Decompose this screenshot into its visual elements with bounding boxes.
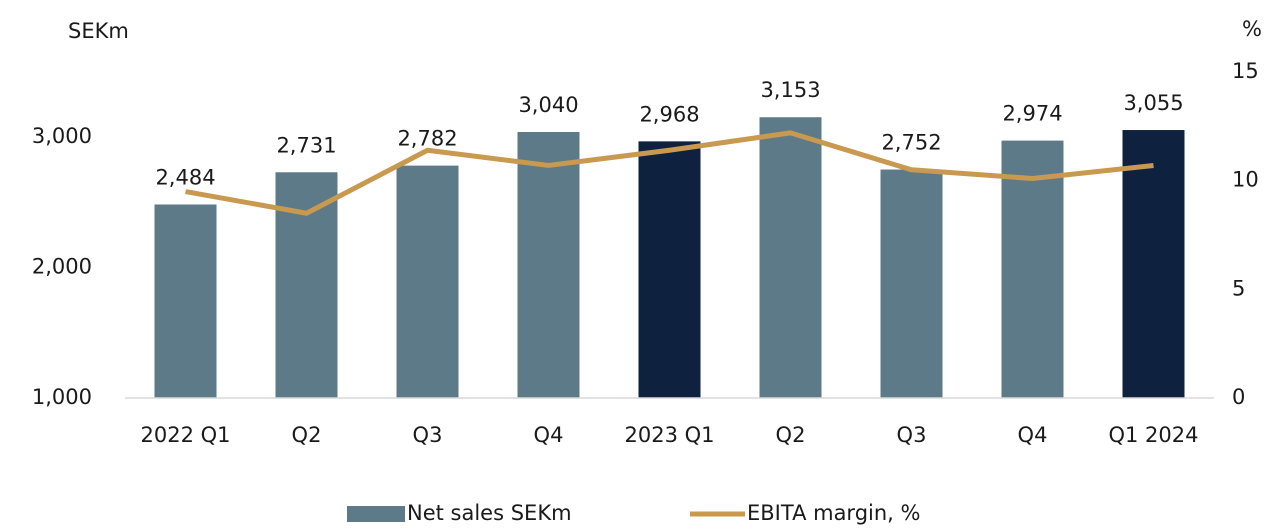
y-tick-label: 2,000 <box>32 255 92 279</box>
data-label: 3,153 <box>760 78 820 102</box>
data-label: 2,974 <box>1002 102 1062 126</box>
x-tick-label: Q3 <box>413 423 443 447</box>
data-label: 2,782 <box>397 127 457 151</box>
y2-axis-title: % <box>1242 17 1262 41</box>
bar <box>1001 140 1064 398</box>
legend-label: EBITA margin, % <box>747 501 920 525</box>
y2-tick-label: 0 <box>1232 385 1245 409</box>
bar <box>1122 130 1185 398</box>
bar <box>154 204 217 398</box>
bar <box>275 172 338 398</box>
x-tick-label: Q2 <box>776 423 806 447</box>
legend-swatch <box>347 506 405 522</box>
x-tick-label: Q2 <box>292 423 322 447</box>
data-label: 2,484 <box>155 165 215 189</box>
x-tick-label: 2023 Q1 <box>624 423 714 447</box>
bar <box>880 169 943 398</box>
y-axis-title: SEKm <box>68 19 129 43</box>
data-label: 3,040 <box>518 93 578 117</box>
x-tick-label: Q4 <box>1018 423 1048 447</box>
line <box>185 130 1154 216</box>
data-label: 2,731 <box>276 133 336 157</box>
x-tick-label: Q4 <box>534 423 564 447</box>
data-label: 2,752 <box>881 131 941 155</box>
x-tick-label: Q3 <box>897 423 927 447</box>
bar <box>396 165 459 398</box>
y2-tick-label: 15 <box>1232 59 1259 83</box>
bar <box>759 117 822 398</box>
y2-tick-label: 10 <box>1232 168 1259 192</box>
y-tick-label: 3,000 <box>32 124 92 148</box>
x-tick-label: Q1 2024 <box>1108 423 1198 447</box>
bar <box>517 131 580 398</box>
y-tick-label: 1,000 <box>32 385 92 409</box>
legend-label: Net sales SEKm <box>407 501 572 525</box>
bar <box>638 141 701 398</box>
y2-tick-label: 5 <box>1232 276 1245 300</box>
x-tick-label: 2022 Q1 <box>140 423 230 447</box>
data-label: 2,968 <box>639 102 699 126</box>
data-label: 3,055 <box>1123 91 1183 115</box>
